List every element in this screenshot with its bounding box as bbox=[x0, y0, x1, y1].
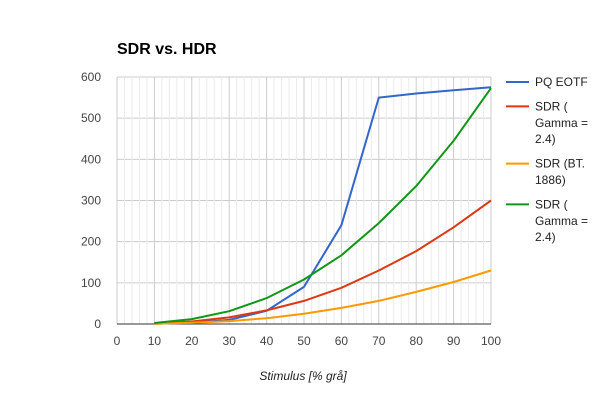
x-axis-title: Stimulus [% grå] bbox=[259, 369, 347, 383]
x-tick-label: 50 bbox=[297, 334, 311, 348]
x-tick-label: 10 bbox=[148, 334, 162, 348]
legend-label: SDR (BT. bbox=[535, 157, 585, 171]
y-tick-label: 600 bbox=[81, 70, 101, 84]
y-tick-label: 100 bbox=[81, 276, 101, 290]
legend-label: Gamma = bbox=[535, 214, 588, 228]
series-line-3 bbox=[154, 269, 492, 325]
y-tick-label: 200 bbox=[81, 235, 101, 249]
x-tick-label: 0 bbox=[114, 334, 121, 348]
series-line-4 bbox=[154, 87, 492, 324]
x-tick-label: 30 bbox=[223, 334, 237, 348]
series-lines bbox=[154, 86, 492, 325]
legend-label: 2.4) bbox=[535, 230, 556, 244]
x-tick-label: 60 bbox=[335, 334, 349, 348]
legend-label: 2.4) bbox=[535, 132, 556, 146]
legend-label: SDR ( bbox=[535, 99, 568, 113]
x-tick-label: 20 bbox=[185, 334, 199, 348]
tick-labels: 0 100 200 300 400 500 600 0 10 20 30 40 50 60 70 80 90 10… bbox=[81, 70, 501, 348]
legend: PQ EOTF SDR ( Gamma = 2.4) SDR (BT. 1886) SDR … bbox=[506, 75, 588, 244]
x-tick-label: 80 bbox=[410, 334, 424, 348]
chart-title: SDR vs. HDR bbox=[117, 41, 217, 58]
y-tick-label: 400 bbox=[81, 152, 101, 166]
series-line-1 bbox=[154, 86, 492, 325]
legend-label: SDR ( bbox=[535, 197, 568, 211]
legend-label: Gamma = bbox=[535, 116, 588, 130]
x-tick-label: 100 bbox=[481, 334, 501, 348]
x-tick-label: 90 bbox=[447, 334, 461, 348]
legend-label: 1886) bbox=[535, 173, 566, 187]
legend-label: PQ EOTF bbox=[535, 75, 588, 89]
x-tick-label: 70 bbox=[372, 334, 386, 348]
y-tick-label: 0 bbox=[94, 317, 101, 331]
x-tick-label: 40 bbox=[260, 334, 274, 348]
series-line-2 bbox=[154, 199, 492, 325]
y-tick-label: 500 bbox=[81, 111, 101, 125]
grid bbox=[116, 76, 492, 325]
y-tick-label: 300 bbox=[81, 194, 101, 208]
